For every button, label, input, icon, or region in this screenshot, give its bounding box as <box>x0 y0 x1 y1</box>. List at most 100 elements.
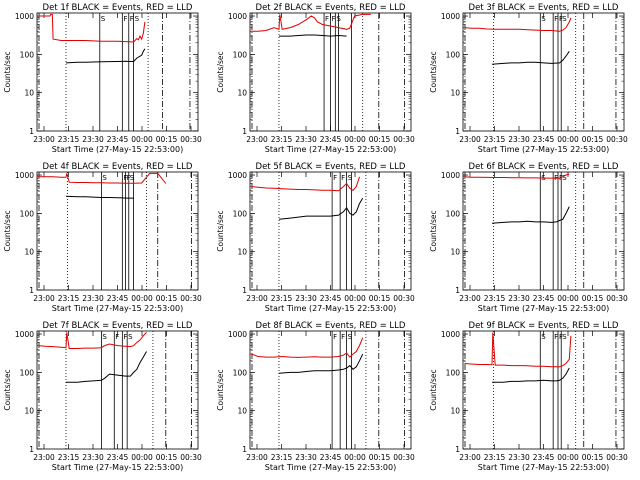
series-lld <box>464 17 572 32</box>
marker-label: S <box>130 174 135 182</box>
x-axis-label: Start Time (27-May-15 22:53:00) <box>52 304 183 313</box>
series-lld <box>250 13 371 32</box>
marker-label: F <box>123 15 127 23</box>
y-tick-label: 1000 <box>15 171 34 180</box>
x-tick-label: 23:30 <box>295 294 317 303</box>
y-tick-label: 1000 <box>441 12 460 21</box>
marker-label: F <box>130 15 134 23</box>
x-tick-label: 23:15 <box>58 135 80 144</box>
marker-label: S <box>562 15 567 23</box>
x-tick-label: 23:00 <box>459 135 481 144</box>
x-tick-label: 00:00 <box>557 453 579 462</box>
series-lld <box>251 337 364 358</box>
panel-det-5: Det 5f BLACK = Events, RED = LLD 1 10 100 10… <box>216 162 415 313</box>
x-tick-label: 23:00 <box>33 453 55 462</box>
series-events <box>492 367 570 383</box>
y-tick-label: 1000 <box>441 330 460 339</box>
marker-label: S <box>102 174 107 182</box>
y-axis-label: Counts/sec <box>429 210 438 251</box>
x-tick-label: 23:45 <box>107 453 129 462</box>
marker-label: S <box>101 15 106 23</box>
plot-frame <box>36 171 199 291</box>
x-tick-label: 00:30 <box>393 294 415 303</box>
x-tick-label: 23:00 <box>246 453 268 462</box>
panel-title: Det 8f BLACK = Events, RED = LLD <box>256 321 406 331</box>
marker-label: S <box>541 333 546 341</box>
y-tick-label: 100 <box>446 209 461 218</box>
x-tick-label: 00:15 <box>156 453 178 462</box>
panel-title: Det 7f BLACK = Events, RED = LLD <box>43 321 193 331</box>
x-tick-label: 23:30 <box>295 135 317 144</box>
marker-label: S <box>348 333 353 341</box>
x-tick-label: 23:15 <box>484 453 506 462</box>
panel-det-9: Det 9f BLACK = Events, RED = LLD 1 10 100 10… <box>429 321 628 472</box>
x-tick-label: 00:00 <box>557 135 579 144</box>
y-tick-label: 100 <box>233 209 248 218</box>
series-lld <box>464 173 570 179</box>
x-axis-label: Start Time (27-May-15 22:53:00) <box>265 304 396 313</box>
x-tick-label: 23:45 <box>533 294 555 303</box>
x-tick-label: 00:00 <box>131 135 153 144</box>
y-axis-label: Counts/sec <box>429 51 438 92</box>
x-axis-label: Start Time (27-May-15 22:53:00) <box>478 463 609 472</box>
x-tick-label: 00:00 <box>344 294 366 303</box>
y-tick-label: 10 <box>237 89 247 98</box>
marker-label: F <box>559 15 563 23</box>
x-tick-label: 00:30 <box>180 453 202 462</box>
marker-label: S <box>336 15 341 23</box>
panel-det-7: Det 7f BLACK = Events, RED = LLD 1 10 100 10… <box>3 321 202 472</box>
y-tick-label: 10 <box>237 248 247 257</box>
x-tick-label: 23:45 <box>533 453 555 462</box>
x-tick-label: 00:30 <box>606 453 628 462</box>
y-tick-label: 1000 <box>15 12 34 21</box>
marker-label: F <box>123 174 127 182</box>
marker-label: F <box>123 333 127 341</box>
x-tick-label: 23:15 <box>484 135 506 144</box>
marker-label: F <box>341 333 345 341</box>
x-tick-label: 00:30 <box>606 135 628 144</box>
panel-title: Det 2f BLACK = Events, RED = LLD <box>256 3 406 13</box>
x-tick-label: 23:00 <box>246 135 268 144</box>
x-tick-label: 23:00 <box>459 294 481 303</box>
plot-frame <box>462 171 625 291</box>
y-tick-label: 1 <box>455 127 460 136</box>
x-tick-label: 00:00 <box>131 294 153 303</box>
x-tick-label: 23:15 <box>58 453 80 462</box>
panel-title: Det 4f BLACK = Events, RED = LLD <box>43 162 193 172</box>
series-events <box>491 51 570 65</box>
y-tick-label: 1 <box>455 445 460 454</box>
x-tick-label: 00:15 <box>156 135 178 144</box>
x-tick-label: 23:00 <box>33 135 55 144</box>
x-tick-label: 23:45 <box>107 294 129 303</box>
x-tick-label: 23:00 <box>33 294 55 303</box>
panel-title: Det 3f BLACK = Events, RED = LLD <box>469 3 619 13</box>
y-tick-label: 1000 <box>441 171 460 180</box>
y-tick-label: 1 <box>29 127 34 136</box>
x-tick-label: 23:15 <box>271 135 293 144</box>
y-tick-label: 10 <box>450 89 460 98</box>
marker-label: F <box>115 333 119 341</box>
marker-label: S <box>562 174 567 182</box>
x-tick-label: 23:15 <box>271 453 293 462</box>
panel-title: Det 6f BLACK = Events, RED = LLD <box>469 162 619 172</box>
y-tick-label: 100 <box>233 50 248 59</box>
y-tick-label: 1000 <box>228 330 247 339</box>
panel-det-3: Det 3f BLACK = Events, RED = LLD 1 10 100 10… <box>429 3 628 154</box>
x-tick-label: 23:15 <box>484 294 506 303</box>
x-axis-label: Start Time (27-May-15 22:53:00) <box>478 145 609 154</box>
panel-det-4: Det 4f BLACK = Events, RED = LLD 1 10 100 10… <box>3 162 202 313</box>
series-lld <box>38 13 146 43</box>
x-tick-label: 00:15 <box>582 294 604 303</box>
panel-det-1: Det 1f BLACK = Events, RED = LLD 1 10 100 10… <box>3 3 202 154</box>
x-tick-label: 23:30 <box>82 453 104 462</box>
x-tick-label: 00:00 <box>131 453 153 462</box>
y-tick-label: 10 <box>24 407 34 416</box>
x-tick-label: 23:45 <box>320 453 342 462</box>
y-tick-label: 1 <box>242 286 247 295</box>
y-tick-label: 100 <box>446 50 461 59</box>
x-axis-label: Start Time (27-May-15 22:53:00) <box>265 145 396 154</box>
panel-title: Det 5f BLACK = Events, RED = LLD <box>256 162 406 172</box>
x-tick-label: 23:30 <box>82 135 104 144</box>
plot-frame <box>36 12 199 132</box>
x-tick-label: 00:30 <box>393 453 415 462</box>
